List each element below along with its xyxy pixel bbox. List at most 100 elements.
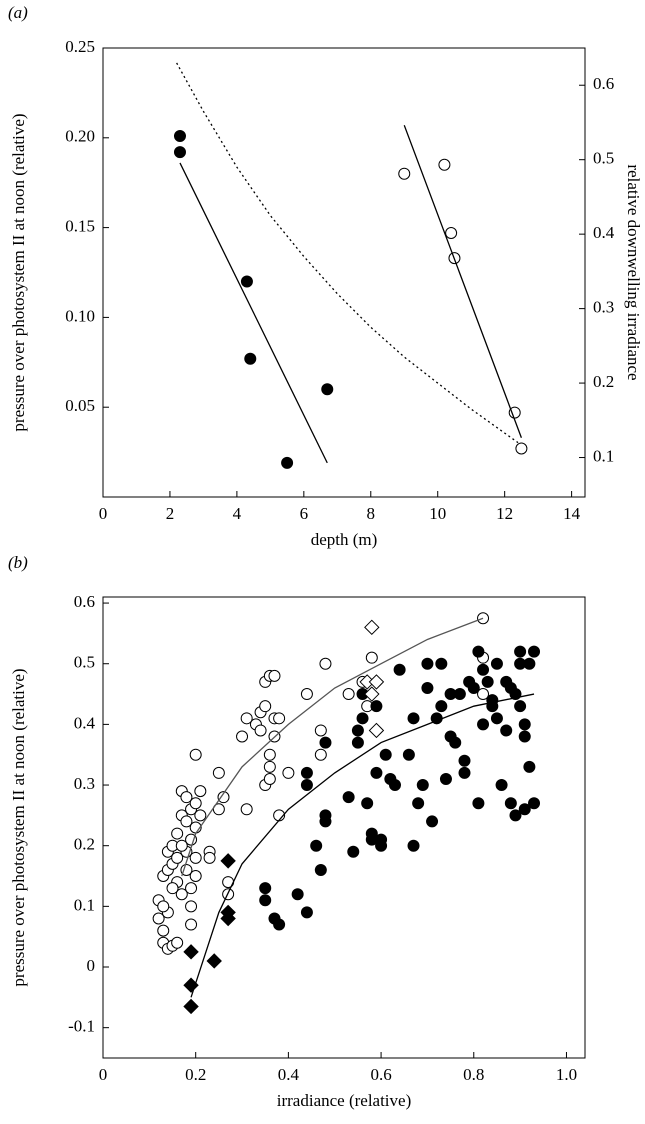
x-tick-label: 10 xyxy=(429,504,446,523)
point xyxy=(518,718,531,731)
point xyxy=(183,944,199,960)
point xyxy=(180,791,193,804)
point xyxy=(421,657,434,670)
point xyxy=(263,772,276,785)
y2-axis-label: relative downwelling irradiance xyxy=(624,164,643,380)
point xyxy=(173,130,186,143)
fit-line xyxy=(179,162,328,464)
point xyxy=(259,882,272,895)
point xyxy=(393,663,406,676)
x-tick-label: 0.2 xyxy=(185,1065,206,1084)
point xyxy=(388,779,401,792)
y-tick-label: -0.1 xyxy=(68,1017,95,1036)
point xyxy=(189,851,202,864)
point xyxy=(495,779,508,792)
point xyxy=(412,797,425,810)
point xyxy=(300,688,313,701)
point xyxy=(407,839,420,852)
point xyxy=(259,894,272,907)
point xyxy=(438,158,451,171)
fit-line xyxy=(403,124,523,438)
y-axis-label: pressure over photosystem II at noon (re… xyxy=(9,113,28,431)
x-tick-label: 0 xyxy=(99,504,108,523)
point xyxy=(523,657,536,670)
point xyxy=(240,712,253,725)
point xyxy=(351,724,364,737)
y2-tick-label: 0.4 xyxy=(593,223,615,242)
point xyxy=(259,700,272,713)
point xyxy=(472,797,485,810)
point xyxy=(439,772,452,785)
point xyxy=(528,645,541,658)
x-axis-label: depth (m) xyxy=(311,530,378,549)
y2-tick-label: 0.5 xyxy=(593,149,614,168)
panel-label: (b) xyxy=(8,553,28,572)
point xyxy=(263,748,276,761)
point xyxy=(189,748,202,761)
point xyxy=(402,748,415,761)
y2-tick-label: 0.1 xyxy=(593,446,614,465)
plot-frame xyxy=(102,47,586,498)
y2-tick-label: 0.3 xyxy=(593,298,614,317)
point xyxy=(236,730,249,743)
y-tick-label: 0.1 xyxy=(74,895,95,914)
point xyxy=(166,882,179,895)
point xyxy=(319,736,332,749)
x-tick-label: 14 xyxy=(563,504,581,523)
point xyxy=(453,688,466,701)
point xyxy=(291,888,304,901)
panel-label: (a) xyxy=(8,3,28,22)
point xyxy=(171,827,184,840)
point xyxy=(490,657,503,670)
y2-tick-label: 0.6 xyxy=(593,74,614,93)
point xyxy=(173,146,186,159)
point xyxy=(310,839,323,852)
plot-frame xyxy=(102,596,586,1059)
y-axis-label: pressure over photosystem II at noon (re… xyxy=(9,668,28,986)
point xyxy=(212,766,225,779)
y-tick-label: 0.6 xyxy=(74,592,95,611)
point xyxy=(477,718,490,731)
point xyxy=(356,712,369,725)
point xyxy=(185,918,198,931)
point xyxy=(244,352,257,365)
fit-line xyxy=(190,693,535,998)
point xyxy=(300,779,313,792)
x-tick-label: 6 xyxy=(300,504,309,523)
y-tick-label: 0.2 xyxy=(74,835,95,854)
x-tick-label: 0.4 xyxy=(278,1065,300,1084)
point xyxy=(467,681,480,694)
point xyxy=(368,674,385,690)
point xyxy=(518,803,531,816)
point xyxy=(435,657,448,670)
point xyxy=(194,809,207,822)
point xyxy=(314,724,327,737)
y-tick-label: 0.10 xyxy=(65,306,95,325)
point xyxy=(368,722,385,739)
point xyxy=(180,863,193,876)
point xyxy=(490,712,503,725)
point xyxy=(319,815,332,828)
point xyxy=(314,863,327,876)
point xyxy=(370,766,383,779)
point xyxy=(157,900,170,913)
point xyxy=(477,663,490,676)
y-tick-label: 0.5 xyxy=(74,653,95,672)
point xyxy=(175,888,188,901)
x-axis-label: irradiance (relative) xyxy=(277,1091,412,1110)
point xyxy=(185,900,198,913)
point xyxy=(364,619,380,636)
point xyxy=(189,870,202,883)
point xyxy=(281,456,294,469)
point xyxy=(445,226,458,239)
point xyxy=(481,675,494,688)
point xyxy=(217,791,230,804)
point xyxy=(319,657,332,670)
point xyxy=(263,760,276,773)
point xyxy=(157,924,170,937)
point xyxy=(472,645,485,658)
point xyxy=(364,686,380,702)
point xyxy=(514,645,527,658)
point xyxy=(421,681,434,694)
